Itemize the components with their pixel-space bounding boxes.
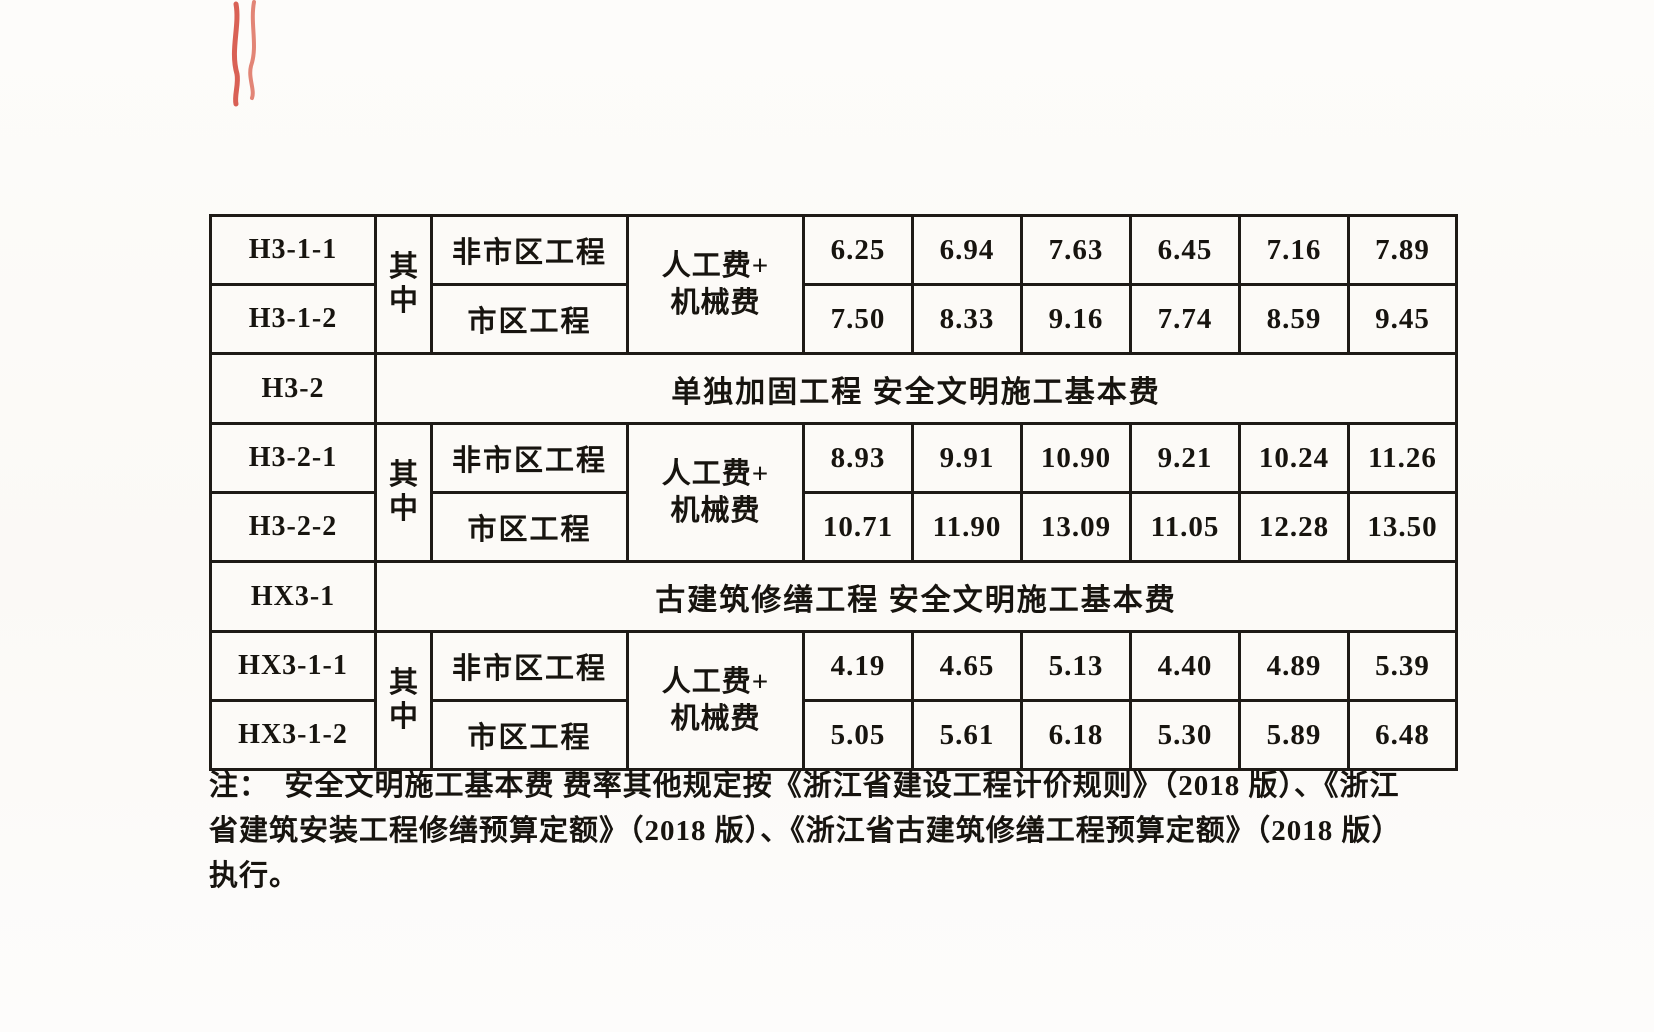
value-cell: 11.26 <box>1347 422 1458 494</box>
value-cell: 5.39 <box>1347 630 1458 702</box>
group-label-cell: 其中 <box>374 214 433 355</box>
value-cell: 6.45 <box>1129 214 1241 286</box>
value-cell: 8.59 <box>1238 283 1350 355</box>
region-cell: 市区工程 <box>430 699 629 771</box>
fee-basis-line: 人工费+ <box>661 458 770 491</box>
section-code: H3-2 <box>209 352 377 425</box>
value-cell: 4.65 <box>911 630 1023 702</box>
region-cell: 非市区工程 <box>430 630 629 702</box>
value-cell: 6.18 <box>1020 699 1132 771</box>
value-cell: 7.63 <box>1020 214 1132 286</box>
red-pen-marks-icon <box>232 0 256 107</box>
fee-basis-line: 人工费+ <box>661 666 770 699</box>
fee-basis-line: 机械费 <box>670 286 761 319</box>
section-code: HX3-1 <box>209 560 377 633</box>
row-code: H3-1-2 <box>209 283 377 355</box>
table-row: H3-1-1 其中 非市区工程 人工费+ 机械费 6.25 6.94 7.63 … <box>209 214 1458 355</box>
value-cell: 5.05 <box>802 699 914 771</box>
value-cell: 8.33 <box>911 283 1023 355</box>
row-code: HX3-1-2 <box>209 699 377 771</box>
section-header-row: H3-2 单独加固工程 安全文明施工基本费 <box>209 352 1458 425</box>
value-cell: 7.74 <box>1129 283 1241 355</box>
table-row: HX3-1-1 其中 非市区工程 人工费+ 机械费 4.19 4.65 5.13… <box>209 630 1458 771</box>
value-cell: 9.91 <box>911 422 1023 494</box>
value-cell: 4.89 <box>1238 630 1350 702</box>
value-cell: 7.89 <box>1347 214 1458 286</box>
footnote-line: 执行。 <box>209 860 300 892</box>
value-cell: 8.93 <box>802 422 914 494</box>
value-cell: 9.21 <box>1129 422 1241 494</box>
value-cell: 10.24 <box>1238 422 1350 494</box>
value-cell: 13.09 <box>1020 491 1132 563</box>
value-cell: 6.25 <box>802 214 914 286</box>
row-code: H3-1-1 <box>209 214 377 286</box>
section-title: 古建筑修缮工程 安全文明施工基本费 <box>374 560 1458 633</box>
row-code: HX3-1-1 <box>209 630 377 702</box>
value-cell: 11.90 <box>911 491 1023 563</box>
fee-rate-table: H3-1-1 其中 非市区工程 人工费+ 机械费 6.25 6.94 7.63 … <box>209 214 1458 771</box>
fee-basis-cell: 人工费+ 机械费 <box>626 214 805 355</box>
section-title: 单独加固工程 安全文明施工基本费 <box>374 352 1458 425</box>
region-cell: 市区工程 <box>430 491 629 563</box>
value-cell: 4.19 <box>802 630 914 702</box>
value-cell: 6.94 <box>911 214 1023 286</box>
fee-basis-cell: 人工费+ 机械费 <box>626 630 805 771</box>
group-label-cell: 其中 <box>374 630 433 771</box>
table-row: H3-2-1 其中 非市区工程 人工费+ 机械费 8.93 9.91 10.90… <box>209 422 1458 563</box>
region-cell: 市区工程 <box>430 283 629 355</box>
value-cell: 6.48 <box>1347 699 1458 771</box>
footnote-line: 省建筑安装工程修缮预算定额》（2018 版）、《浙江省古建筑修缮工程预算定额》（… <box>209 815 1402 847</box>
value-cell: 10.71 <box>802 491 914 563</box>
value-cell: 9.16 <box>1020 283 1132 355</box>
fee-basis-cell: 人工费+ 机械费 <box>626 422 805 563</box>
value-cell: 5.13 <box>1020 630 1132 702</box>
group-label-cell: 其中 <box>374 422 433 563</box>
value-cell: 5.61 <box>911 699 1023 771</box>
value-cell: 5.89 <box>1238 699 1350 771</box>
value-cell: 7.16 <box>1238 214 1350 286</box>
table-row: HX3-1-2 市区工程 5.05 5.61 6.18 5.30 5.89 6.… <box>209 699 1458 771</box>
table-row: H3-2-2 市区工程 10.71 11.90 13.09 11.05 12.2… <box>209 491 1458 563</box>
region-cell: 非市区工程 <box>430 214 629 286</box>
value-cell: 10.90 <box>1020 422 1132 494</box>
section-header-row: HX3-1 古建筑修缮工程 安全文明施工基本费 <box>209 560 1458 633</box>
footnote: 注： 安全文明施工基本费 费率其他规定按《浙江省建设工程计价规则》（2018 版… <box>209 764 1469 899</box>
fee-basis-line: 机械费 <box>670 702 761 735</box>
table-row: H3-1-2 市区工程 7.50 8.33 9.16 7.74 8.59 9.4… <box>209 283 1458 355</box>
footnote-line: 注： 安全文明施工基本费 费率其他规定按《浙江省建设工程计价规则》（2018 版… <box>209 770 1400 802</box>
fee-basis-line: 人工费+ <box>661 250 770 283</box>
value-cell: 11.05 <box>1129 491 1241 563</box>
row-code: H3-2-1 <box>209 422 377 494</box>
value-cell: 7.50 <box>802 283 914 355</box>
value-cell: 5.30 <box>1129 699 1241 771</box>
value-cell: 9.45 <box>1347 283 1458 355</box>
row-code: H3-2-2 <box>209 491 377 563</box>
region-cell: 非市区工程 <box>430 422 629 494</box>
value-cell: 12.28 <box>1238 491 1350 563</box>
value-cell: 4.40 <box>1129 630 1241 702</box>
value-cell: 13.50 <box>1347 491 1458 563</box>
fee-basis-line: 机械费 <box>670 494 761 527</box>
